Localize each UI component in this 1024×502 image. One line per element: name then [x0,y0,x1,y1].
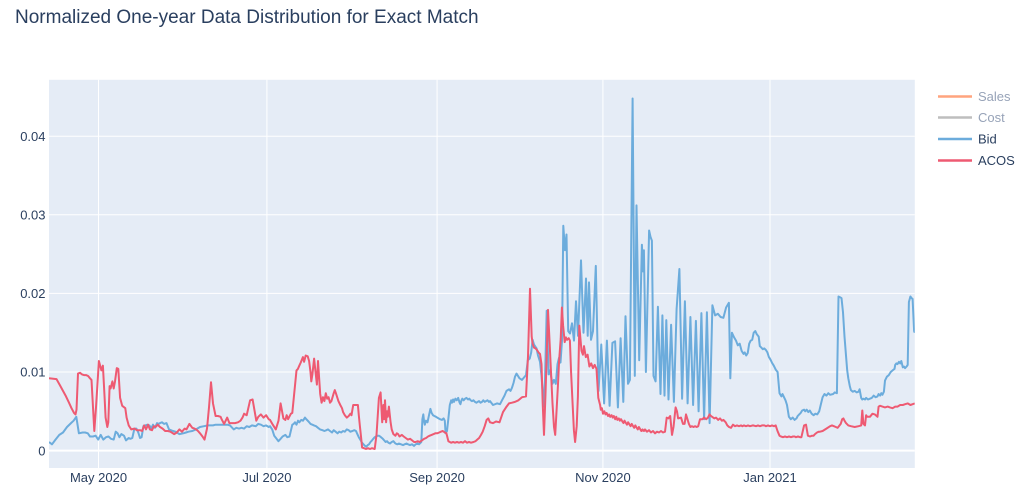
svg-text:Jul 2020: Jul 2020 [242,470,291,485]
svg-text:ACOS: ACOS [978,153,1015,168]
svg-text:0.01: 0.01 [20,365,45,380]
svg-text:Jan 2021: Jan 2021 [743,470,797,485]
svg-text:Sales: Sales [978,89,1011,104]
svg-text:0: 0 [38,443,45,458]
svg-text:0.02: 0.02 [20,286,45,301]
svg-text:Normalized One-year Data Distr: Normalized One-year Data Distribution fo… [15,7,479,28]
svg-text:0.04: 0.04 [20,129,45,144]
svg-text:Nov 2020: Nov 2020 [575,470,631,485]
svg-text:Bid: Bid [978,132,997,147]
svg-text:Cost: Cost [978,110,1005,125]
svg-text:May 2020: May 2020 [70,470,127,485]
svg-text:Sep 2020: Sep 2020 [409,470,465,485]
svg-text:0.03: 0.03 [20,208,45,223]
